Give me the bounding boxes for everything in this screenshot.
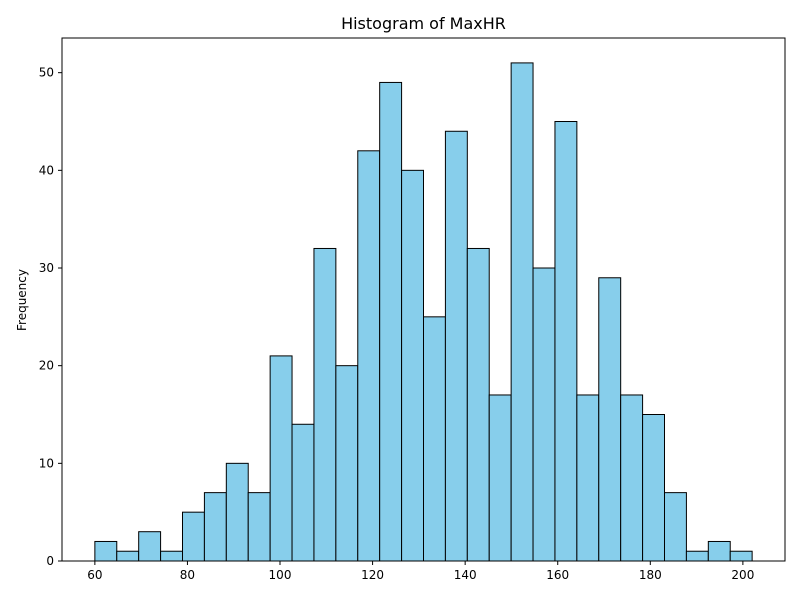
histogram-bar [335,365,359,562]
histogram-bar [729,550,753,562]
x-axis: 60 80 100 120 140 160 180 200 [87,561,754,582]
histogram-bar [707,540,731,562]
y-axis: 0 10 20 30 40 50 [39,66,62,568]
histogram-bar [94,540,118,562]
histogram-bar [576,394,600,562]
x-tick-label: 160 [546,568,569,582]
histogram-bar [423,316,446,562]
y-tick-label: 10 [39,456,54,470]
histogram-bar [510,62,534,562]
x-tick-label: 100 [269,568,292,582]
histogram-bar [203,492,227,562]
histogram-bar [247,492,271,562]
y-tick-label: 50 [39,66,54,80]
histogram-bar [357,150,381,562]
histogram-bar [444,130,468,562]
x-tick-label: 180 [639,568,662,582]
histogram-bar [466,247,490,562]
histogram-bar [116,550,140,562]
y-axis-label: Frequency [15,269,29,331]
x-tick-label: 120 [361,568,384,582]
histogram-bar [225,462,249,562]
histogram-bar [291,423,315,562]
histogram-bar [313,247,337,562]
y-tick-label: 20 [39,359,54,373]
histogram-bar [401,169,425,562]
x-tick-label: 80 [180,568,195,582]
bars-group [94,62,753,562]
x-tick-label: 200 [731,568,754,582]
histogram-bar [488,394,512,562]
histogram-bar [181,511,205,562]
histogram-bar [554,121,578,562]
y-tick-label: 40 [39,163,54,177]
histogram-bar [598,277,622,562]
histogram-bar [642,414,666,562]
histogram-bar [379,81,403,562]
histogram-bar [685,550,709,562]
x-tick-label: 60 [87,568,102,582]
x-tick-label: 140 [454,568,477,582]
histogram-bar [532,267,556,562]
histogram-bar [664,492,687,562]
y-tick-label: 0 [46,554,54,568]
histogram-bar [269,355,293,562]
histogram-bar [160,550,183,562]
y-tick-label: 30 [39,261,54,275]
histogram-bar [138,531,162,562]
histogram-bar [620,394,644,562]
plot-frame [61,37,786,562]
chart-title: Histogram of MaxHR [341,14,506,33]
